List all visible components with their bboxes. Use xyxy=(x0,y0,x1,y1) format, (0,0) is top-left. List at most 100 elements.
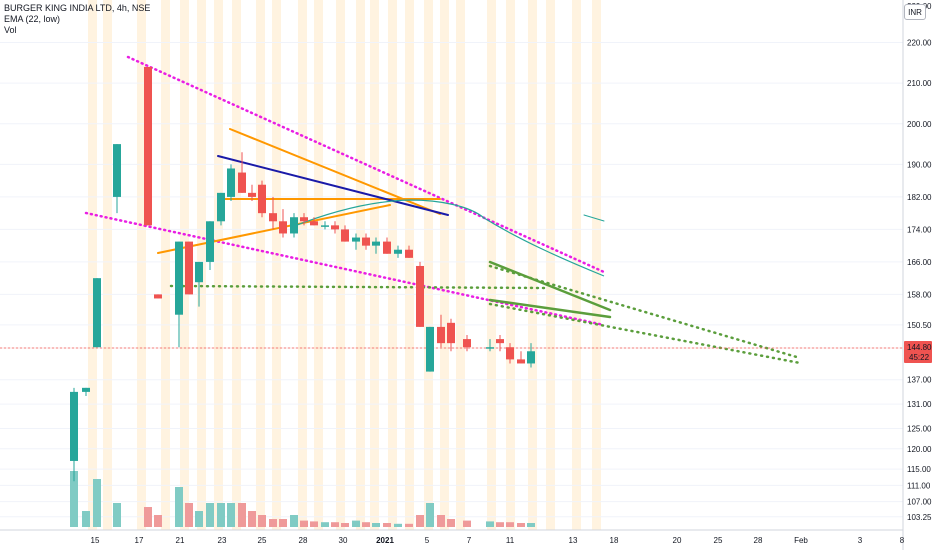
currency-button[interactable]: INR xyxy=(904,4,926,20)
candle-body xyxy=(310,221,318,226)
time-tick-label: 25 xyxy=(714,536,723,545)
volume-bar xyxy=(486,521,494,527)
time-tick-label: 3 xyxy=(858,536,863,545)
session-band xyxy=(370,0,379,530)
candle-body xyxy=(486,347,494,349)
candle-body xyxy=(70,391,78,461)
time-tick-label: 30 xyxy=(339,536,348,545)
volume-bar xyxy=(372,523,380,527)
ema-indicator-label[interactable]: EMA (22, low) xyxy=(4,14,61,24)
candlesticks xyxy=(70,66,535,482)
session-band xyxy=(298,0,307,530)
candle-body xyxy=(416,265,424,327)
volume-indicator-label[interactable]: Vol xyxy=(4,25,17,35)
candle-body xyxy=(506,347,514,360)
candle-body xyxy=(321,225,329,227)
session-band xyxy=(232,0,241,530)
candle-body xyxy=(517,359,525,364)
green-channel-lower xyxy=(488,298,612,319)
trend-drawings[interactable] xyxy=(0,55,904,365)
candle-body xyxy=(258,184,266,214)
candle-body xyxy=(175,241,183,315)
candle-body xyxy=(463,339,471,348)
volume-bar xyxy=(300,520,308,527)
candle-body xyxy=(496,339,504,344)
price-tick-label: 210.00 xyxy=(907,79,932,88)
volume-bar xyxy=(206,503,214,527)
candle-body xyxy=(331,225,339,230)
session-band xyxy=(506,0,515,530)
time-tick-label: 17 xyxy=(135,536,144,545)
time-tick-label: 5 xyxy=(425,536,430,545)
last-price-badge xyxy=(904,341,932,364)
volume-bar xyxy=(195,511,203,527)
price-tick-label: 125.00 xyxy=(907,424,932,433)
candle-body xyxy=(93,278,101,348)
price-tick-label: 137.00 xyxy=(907,376,932,385)
time-tick-label: 28 xyxy=(754,536,763,545)
candle-body xyxy=(341,229,349,242)
volume-bar xyxy=(331,522,339,527)
time-tick-label: 7 xyxy=(467,536,472,545)
candle-body xyxy=(206,221,214,262)
price-tick-label: 111.00 xyxy=(907,481,931,490)
countdown-label: 45:22 xyxy=(909,353,930,362)
candle-body xyxy=(426,326,434,372)
price-tick-label: 150.50 xyxy=(907,321,932,330)
session-band xyxy=(388,0,397,530)
price-axis[interactable]: 220.00 210.00 200.00 190.00 182.00 174.00 166.… xyxy=(902,0,932,550)
candle-body xyxy=(82,387,90,392)
candle-body xyxy=(352,237,360,242)
volume-bar xyxy=(426,503,434,527)
price-tick-label: 107.00 xyxy=(907,498,932,507)
magenta-support-line xyxy=(84,211,606,327)
session-band xyxy=(592,0,601,530)
candle-body xyxy=(279,221,287,234)
price-tick-label: 166.00 xyxy=(907,258,932,267)
magenta-resistance-line xyxy=(126,55,606,274)
green-lower-wedge-line xyxy=(488,302,802,365)
candle-body xyxy=(290,217,298,234)
grid xyxy=(0,42,903,518)
volume-bar xyxy=(279,519,287,527)
candle-body xyxy=(362,237,370,246)
volume-bar xyxy=(496,522,504,527)
candle-body xyxy=(113,144,121,197)
candle-body xyxy=(185,241,193,295)
volume-bar xyxy=(447,519,455,527)
volume-bar xyxy=(290,515,298,527)
volume-bar xyxy=(394,523,402,527)
candle-body xyxy=(144,66,152,226)
time-tick-label: 15 xyxy=(91,536,100,545)
price-tick-label: 131.00 xyxy=(907,400,932,409)
volume-bar xyxy=(405,523,413,527)
price-tick-label: 115.00 xyxy=(907,465,931,474)
time-tick-label: 28 xyxy=(299,536,308,545)
time-tick-label: 8 xyxy=(900,536,905,545)
candle-body xyxy=(195,261,203,283)
volume-bar xyxy=(416,515,424,527)
time-tick-label: 21 xyxy=(176,536,185,545)
session-band xyxy=(424,0,433,530)
session-band xyxy=(88,0,97,530)
green-horizontal-line xyxy=(169,284,547,290)
time-tick-label: 18 xyxy=(610,536,619,545)
volume-bar xyxy=(383,523,391,527)
symbol-title[interactable]: BURGER KING INDIA LTD, 4h, NSE xyxy=(4,3,151,13)
session-band xyxy=(103,0,112,530)
green-channel-upper xyxy=(488,260,612,312)
price-tick-label: 182.00 xyxy=(907,193,932,202)
session-band xyxy=(256,0,265,530)
time-axis[interactable]: 15 17 21 23 25 28 30 2021 5 7 11 13 18 20 25 28 Feb 3 8 xyxy=(0,529,905,545)
session-band xyxy=(456,0,465,530)
session-band xyxy=(214,0,223,530)
candle-body xyxy=(383,241,391,254)
price-tick-label: 158.00 xyxy=(907,290,932,299)
volume-bar xyxy=(144,507,152,527)
volume-bar xyxy=(154,515,162,527)
price-tick-label: 174.00 xyxy=(907,225,932,234)
session-band xyxy=(440,0,449,530)
ema-stub xyxy=(583,214,605,222)
price-tick-label: 220.00 xyxy=(907,39,932,48)
